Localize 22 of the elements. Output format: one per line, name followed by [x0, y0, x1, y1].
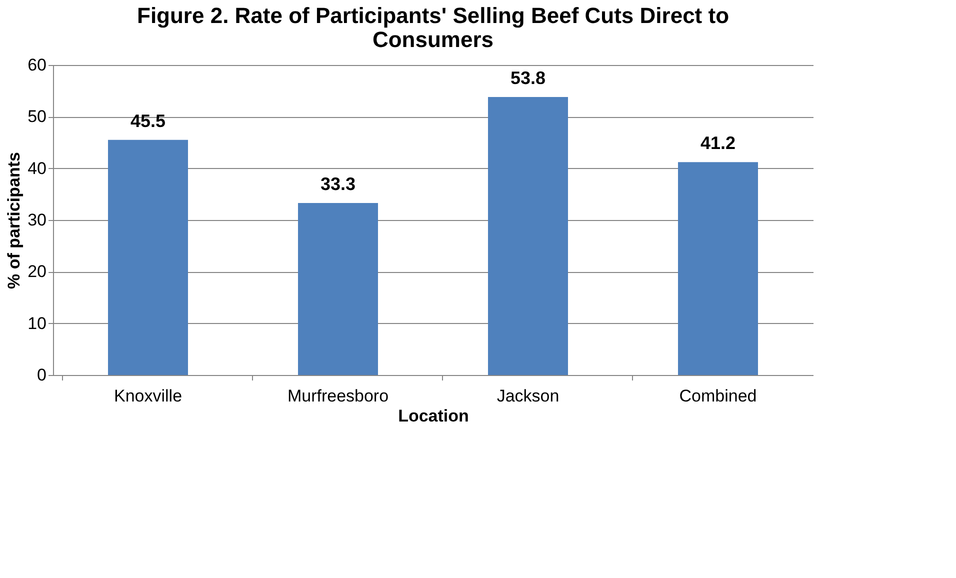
bar [488, 97, 568, 375]
data-label: 45.5 [130, 110, 166, 131]
y-tick-label: 30 [28, 210, 46, 230]
x-tick-label: Knoxville [114, 386, 182, 406]
bar [298, 202, 378, 375]
bar [678, 162, 758, 375]
x-tick-label: Murfreesboro [287, 386, 389, 406]
y-tick-label: 50 [28, 107, 46, 126]
y-tick-label: 0 [37, 366, 46, 384]
bar [108, 140, 188, 375]
y-tick-label: 60 [28, 56, 46, 74]
x-tick-label: Combined [679, 386, 757, 406]
y-tick-label: 20 [28, 262, 46, 282]
y-tick-label: 10 [28, 314, 46, 333]
data-label: 53.8 [510, 68, 546, 88]
data-label: 33.3 [320, 174, 356, 194]
y-tick-label: 40 [28, 158, 46, 178]
x-tick-label: Jackson [496, 386, 560, 406]
chart-title: Figure 2. Rate of Participants' Selling Beef Cuts Direct to Consumers [136, 3, 730, 52]
y-axis-title: % of participants [4, 152, 24, 289]
x-axis-title: Location [398, 406, 469, 426]
data-label: 41.2 [700, 133, 736, 154]
